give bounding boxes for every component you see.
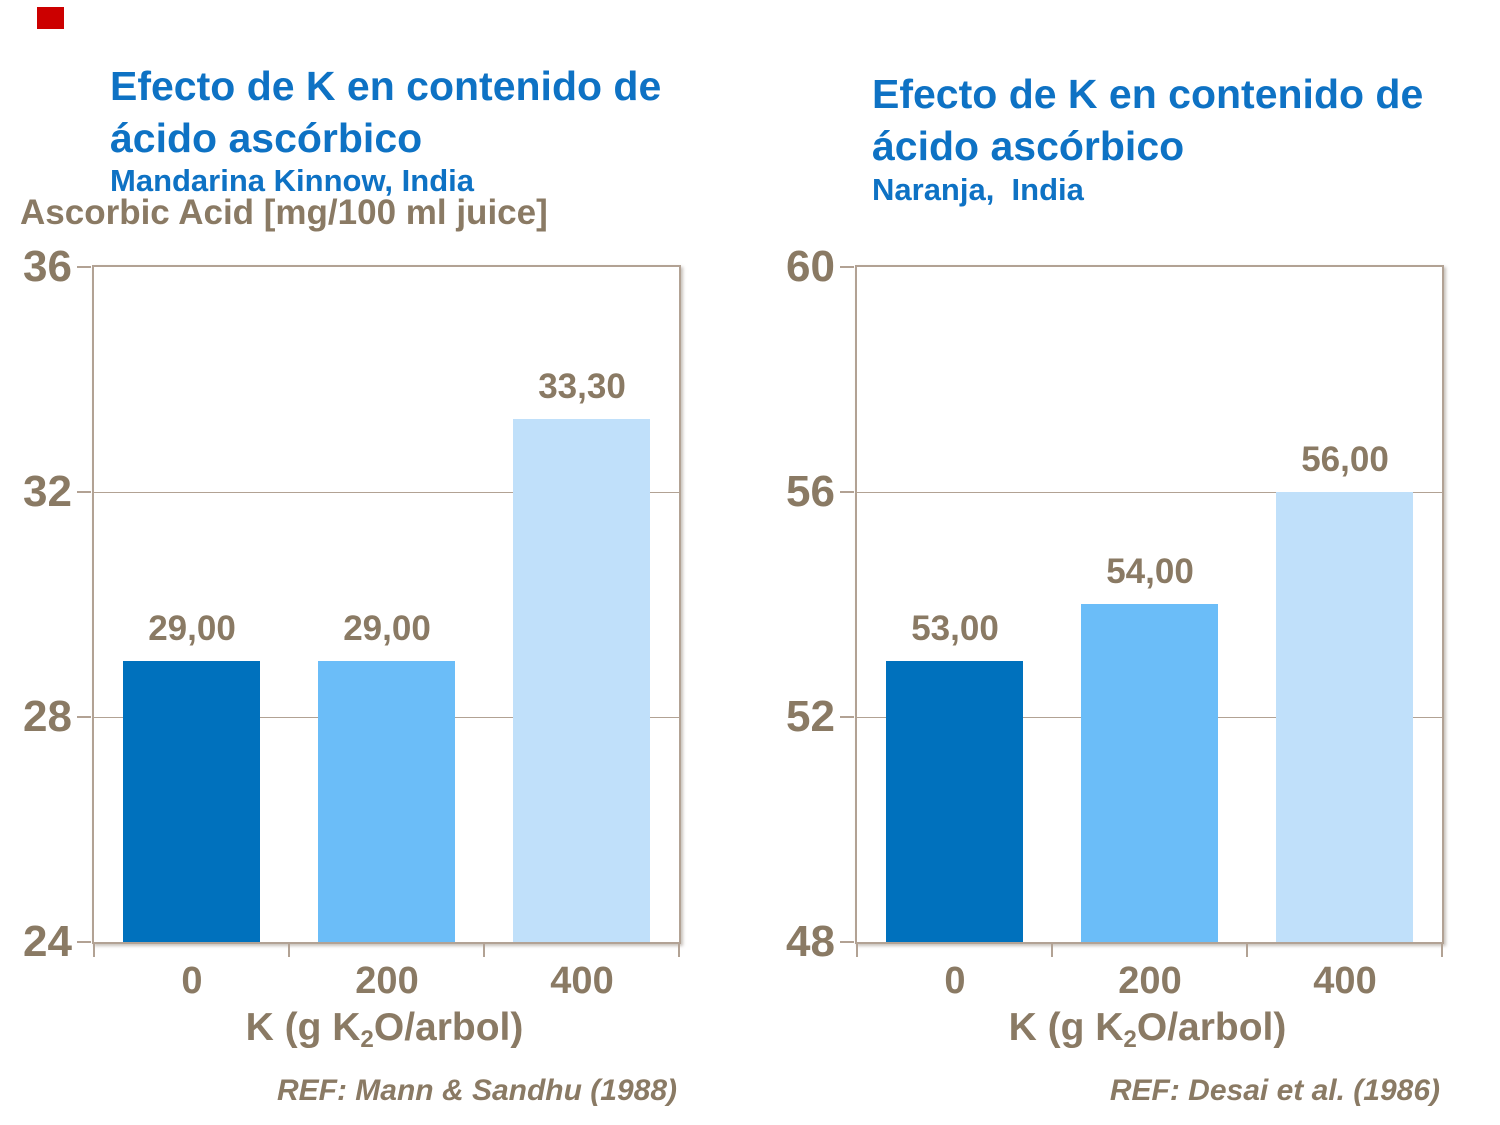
reference-text: REF: Mann & Sandhu (1988)	[276, 1074, 677, 1107]
x-axis-title-text: O/arbol)	[373, 1006, 524, 1049]
bar	[123, 661, 260, 942]
x-tick-mark	[1246, 944, 1248, 957]
chart-subtitle: Naranja, India	[872, 172, 1084, 207]
x-axis-title-text: K (g K	[1008, 1006, 1124, 1049]
x-tick-label: 400	[1313, 960, 1377, 1002]
y-tick-label: 48	[786, 917, 835, 966]
x-tick-label: 0	[944, 960, 966, 1002]
y-tick-mark	[77, 716, 91, 718]
red-marker	[37, 7, 64, 29]
bar-value-label: 29,00	[148, 609, 236, 648]
bar-value-label: 29,00	[343, 609, 431, 648]
bar-value-label: 53,00	[911, 609, 999, 648]
x-axis-title: K (g K2O/arbol)	[855, 1006, 1440, 1053]
x-tick-mark	[1441, 944, 1443, 957]
chart-title-line1: Efecto de K en contenido de	[110, 63, 662, 109]
y-tick-mark	[840, 716, 854, 718]
gridline	[857, 492, 1442, 493]
y-tick-label: 24	[23, 917, 72, 966]
bar	[1081, 604, 1218, 942]
x-axis-title-text: K (g K	[245, 1006, 361, 1049]
x-tick-label: 200	[355, 960, 419, 1002]
y-tick-mark	[840, 266, 854, 268]
x-axis-title-subscript: 2	[1123, 1026, 1137, 1053]
x-axis-title-text: O/arbol)	[1136, 1006, 1287, 1049]
bar	[318, 661, 455, 942]
gridline	[94, 492, 679, 493]
x-tick-mark	[856, 944, 858, 957]
y-tick-label: 52	[786, 692, 835, 741]
bar-value-label: 56,00	[1301, 440, 1389, 479]
chart-title: Efecto de K en contenido de ácido ascórb…	[110, 60, 661, 165]
chart-right: Efecto de K en contenido de ácido ascórb…	[750, 0, 1500, 1125]
bar-value-label: 54,00	[1106, 552, 1194, 591]
x-tick-mark	[483, 944, 485, 957]
bar	[513, 419, 650, 942]
chart-subtitle: Mandarina Kinnow, India	[110, 163, 474, 198]
reference-text: REF: Desai et al. (1986)	[1109, 1074, 1440, 1107]
chart-title-line1: Efecto de K en contenido de	[872, 71, 1424, 117]
bar	[1276, 492, 1413, 942]
bar-value-label: 33,30	[538, 367, 626, 406]
y-tick-mark	[77, 491, 91, 493]
x-axis-title: K (g K2O/arbol)	[92, 1006, 677, 1053]
chart-left: Efecto de K en contenido de ácido ascórb…	[20, 60, 681, 1107]
y-tick-label: 36	[23, 242, 72, 291]
y-tick-mark	[77, 941, 91, 943]
y-tick-mark	[77, 266, 91, 268]
x-tick-label: 0	[181, 960, 203, 1002]
chart-title-line2: ácido ascórbico	[872, 123, 1185, 170]
x-tick-mark	[93, 944, 95, 957]
y-tick-label: 60	[786, 242, 835, 291]
x-tick-mark	[1051, 944, 1053, 957]
plot-left: 36 32 28 24 29,00 0 29,00 200 33,30 400	[23, 245, 681, 1002]
x-tick-mark	[288, 944, 290, 957]
x-tick-label: 200	[1118, 960, 1182, 1002]
chart-title-line2: ácido ascórbico	[110, 115, 423, 162]
y-tick-label: 32	[23, 467, 72, 516]
x-tick-label: 400	[550, 960, 614, 1002]
y-tick-mark	[840, 491, 854, 493]
chart-title: Efecto de K en contenido de ácido ascórb…	[872, 68, 1423, 173]
x-axis-title-subscript: 2	[360, 1026, 374, 1053]
y-tick-label: 28	[23, 692, 72, 741]
x-tick-mark	[678, 944, 680, 957]
y-axis-title: Ascorbic Acid [mg/100 ml juice]	[20, 193, 548, 232]
y-tick-label: 56	[786, 467, 835, 516]
bar	[886, 661, 1023, 942]
y-tick-mark	[840, 941, 854, 943]
plot-right: 60 56 52 48 53,00 0 54,00 200 56,00 400	[786, 245, 1444, 1002]
